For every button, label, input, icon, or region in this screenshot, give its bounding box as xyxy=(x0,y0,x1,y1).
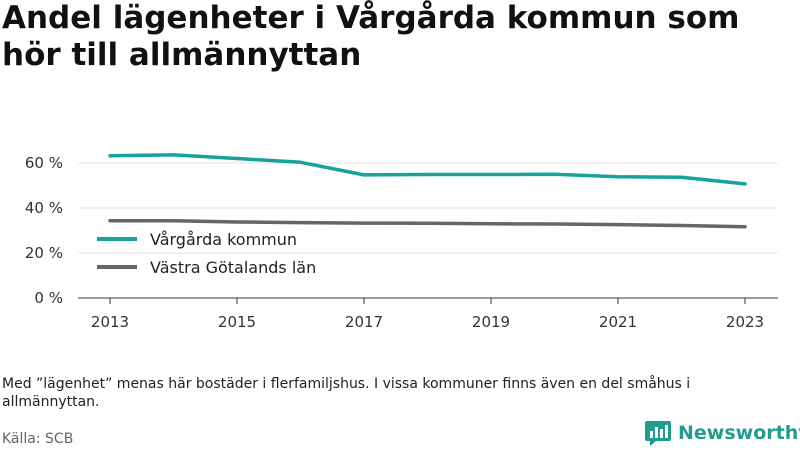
y-tick-label: 40 % xyxy=(25,199,63,217)
x-tick-label: 2017 xyxy=(345,313,383,331)
brand-logo[interactable]: Newsworthy xyxy=(644,419,800,447)
y-tick-label: 60 % xyxy=(25,154,63,172)
x-tick-label: 2023 xyxy=(726,313,764,331)
series-line-vastra-gotaland xyxy=(108,219,747,229)
x-tick-label: 2021 xyxy=(599,313,637,331)
legend-label: Vårgårda kommun xyxy=(150,230,297,249)
source-credit: Källa: SCB xyxy=(2,431,74,447)
y-tick-label: 0 % xyxy=(34,289,63,307)
line-chart: 0 % 20 % 40 % 60 % 2013 2015 2017 2019 2021 2023… xyxy=(25,153,778,331)
legend: Vårgårda kommun Västra Götalands län xyxy=(97,230,316,277)
legend-label: Västra Götalands län xyxy=(150,258,316,277)
y-tick-label: 20 % xyxy=(25,244,63,262)
y-axis-ticks: 0 % 20 % 40 % 60 % xyxy=(25,154,63,307)
series-line-vargarda xyxy=(108,153,747,186)
bar-chart-logo-icon xyxy=(645,421,671,446)
x-tick-label: 2013 xyxy=(91,313,129,331)
brand-name: Newsworthy xyxy=(678,422,800,444)
x-axis: 2013 2015 2017 2019 2021 2023 xyxy=(78,297,778,331)
grid-lines xyxy=(78,162,778,254)
x-tick-label: 2015 xyxy=(218,313,256,331)
x-tick-label: 2019 xyxy=(472,313,510,331)
chart-title: Andel lägenheter i Vårgårda kommun som h… xyxy=(2,0,740,73)
chart-note: Med ”lägenhet” menas här bostäder i fler… xyxy=(2,376,691,410)
series-lines xyxy=(108,153,747,229)
